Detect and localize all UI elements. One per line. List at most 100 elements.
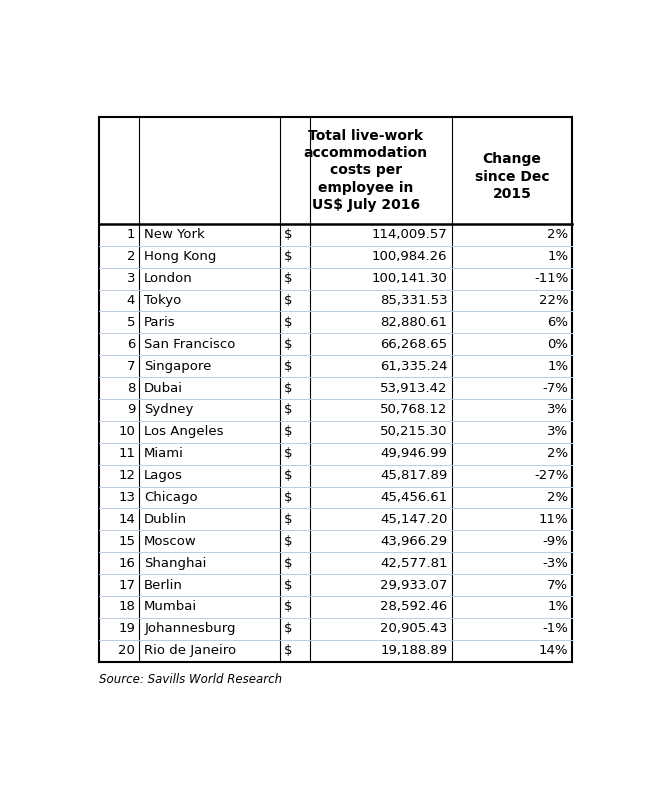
Text: Singapore: Singapore xyxy=(144,359,212,373)
Text: Chicago: Chicago xyxy=(144,491,198,504)
Text: Dublin: Dublin xyxy=(144,513,187,525)
Text: 45,456.61: 45,456.61 xyxy=(380,491,447,504)
Text: $: $ xyxy=(284,338,292,351)
Text: -1%: -1% xyxy=(543,622,568,635)
Text: 18: 18 xyxy=(118,600,135,614)
Text: 66,268.65: 66,268.65 xyxy=(380,338,447,351)
Text: Mumbai: Mumbai xyxy=(144,600,198,614)
Text: 7: 7 xyxy=(127,359,135,373)
Text: 9: 9 xyxy=(127,404,135,417)
Text: $: $ xyxy=(284,316,292,329)
Text: 3%: 3% xyxy=(547,404,568,417)
Text: 53,913.42: 53,913.42 xyxy=(380,382,447,394)
Text: -9%: -9% xyxy=(543,535,568,548)
Text: 85,331.53: 85,331.53 xyxy=(380,294,447,307)
Text: Total live-work
accommodation
costs per
employee in
US$ July 2016: Total live-work accommodation costs per … xyxy=(304,129,428,212)
Text: 1%: 1% xyxy=(547,359,568,373)
Text: $: $ xyxy=(284,272,292,285)
Text: $: $ xyxy=(284,404,292,417)
Bar xyxy=(99,117,573,661)
Text: $: $ xyxy=(284,425,292,438)
Text: 43,966.29: 43,966.29 xyxy=(380,535,447,548)
Text: New York: New York xyxy=(144,228,205,242)
Text: 28,592.46: 28,592.46 xyxy=(380,600,447,614)
Text: San Francisco: San Francisco xyxy=(144,338,235,351)
Text: 15: 15 xyxy=(118,535,135,548)
Text: Sydney: Sydney xyxy=(144,404,194,417)
Text: London: London xyxy=(144,272,193,285)
Text: 1%: 1% xyxy=(547,600,568,614)
Text: 114,009.57: 114,009.57 xyxy=(372,228,447,242)
Text: 3%: 3% xyxy=(547,425,568,438)
Text: 45,817.89: 45,817.89 xyxy=(380,469,447,482)
Text: 17: 17 xyxy=(118,579,135,591)
Text: 22%: 22% xyxy=(539,294,568,307)
Text: 2%: 2% xyxy=(547,448,568,460)
Text: 61,335.24: 61,335.24 xyxy=(380,359,447,373)
Text: 7%: 7% xyxy=(547,579,568,591)
Text: -27%: -27% xyxy=(534,469,568,482)
Text: 14%: 14% xyxy=(539,644,568,657)
Text: 29,933.07: 29,933.07 xyxy=(380,579,447,591)
Text: 2: 2 xyxy=(127,250,135,263)
Text: 20,905.43: 20,905.43 xyxy=(380,622,447,635)
Text: -3%: -3% xyxy=(543,556,568,570)
Text: 45,147.20: 45,147.20 xyxy=(380,513,447,525)
Text: -11%: -11% xyxy=(534,272,568,285)
Text: 82,880.61: 82,880.61 xyxy=(380,316,447,329)
Text: $: $ xyxy=(284,644,292,657)
Text: 8: 8 xyxy=(127,382,135,394)
Text: 1%: 1% xyxy=(547,250,568,263)
Text: $: $ xyxy=(284,359,292,373)
Text: Source: Savills World Research: Source: Savills World Research xyxy=(99,673,282,685)
Text: Moscow: Moscow xyxy=(144,535,197,548)
Text: 50,768.12: 50,768.12 xyxy=(380,404,447,417)
Text: 50,215.30: 50,215.30 xyxy=(380,425,447,438)
Text: 42,577.81: 42,577.81 xyxy=(380,556,447,570)
Text: $: $ xyxy=(284,469,292,482)
Text: 100,141.30: 100,141.30 xyxy=(372,272,447,285)
Text: 10: 10 xyxy=(118,425,135,438)
Text: 19: 19 xyxy=(118,622,135,635)
Text: 49,946.99: 49,946.99 xyxy=(381,448,447,460)
Text: 11: 11 xyxy=(118,448,135,460)
Text: Los Angeles: Los Angeles xyxy=(144,425,224,438)
Text: 5: 5 xyxy=(127,316,135,329)
Text: $: $ xyxy=(284,513,292,525)
Text: $: $ xyxy=(284,294,292,307)
Text: Hong Kong: Hong Kong xyxy=(144,250,216,263)
Text: 11%: 11% xyxy=(539,513,568,525)
Text: 19,188.89: 19,188.89 xyxy=(380,644,447,657)
Text: 12: 12 xyxy=(118,469,135,482)
Text: $: $ xyxy=(284,579,292,591)
Text: 100,984.26: 100,984.26 xyxy=(372,250,447,263)
Text: 1: 1 xyxy=(127,228,135,242)
Text: 6: 6 xyxy=(127,338,135,351)
Text: Johannesburg: Johannesburg xyxy=(144,622,236,635)
Text: Tokyo: Tokyo xyxy=(144,294,181,307)
Text: 3: 3 xyxy=(127,272,135,285)
Text: 4: 4 xyxy=(127,294,135,307)
Text: $: $ xyxy=(284,622,292,635)
Text: 0%: 0% xyxy=(547,338,568,351)
Text: 2%: 2% xyxy=(547,228,568,242)
Text: Dubai: Dubai xyxy=(144,382,183,394)
Text: $: $ xyxy=(284,556,292,570)
Text: Rio de Janeiro: Rio de Janeiro xyxy=(144,644,237,657)
Text: Shanghai: Shanghai xyxy=(144,556,207,570)
Text: Berlin: Berlin xyxy=(144,579,183,591)
Text: $: $ xyxy=(284,228,292,242)
Text: $: $ xyxy=(284,448,292,460)
Text: Lagos: Lagos xyxy=(144,469,183,482)
Text: -7%: -7% xyxy=(543,382,568,394)
Text: 16: 16 xyxy=(118,556,135,570)
Text: Miami: Miami xyxy=(144,448,184,460)
Text: 6%: 6% xyxy=(547,316,568,329)
Text: $: $ xyxy=(284,250,292,263)
Text: Change
since Dec
2015: Change since Dec 2015 xyxy=(474,152,549,201)
Text: 2%: 2% xyxy=(547,491,568,504)
Text: 13: 13 xyxy=(118,491,135,504)
Text: $: $ xyxy=(284,535,292,548)
Text: Paris: Paris xyxy=(144,316,176,329)
Text: 14: 14 xyxy=(118,513,135,525)
